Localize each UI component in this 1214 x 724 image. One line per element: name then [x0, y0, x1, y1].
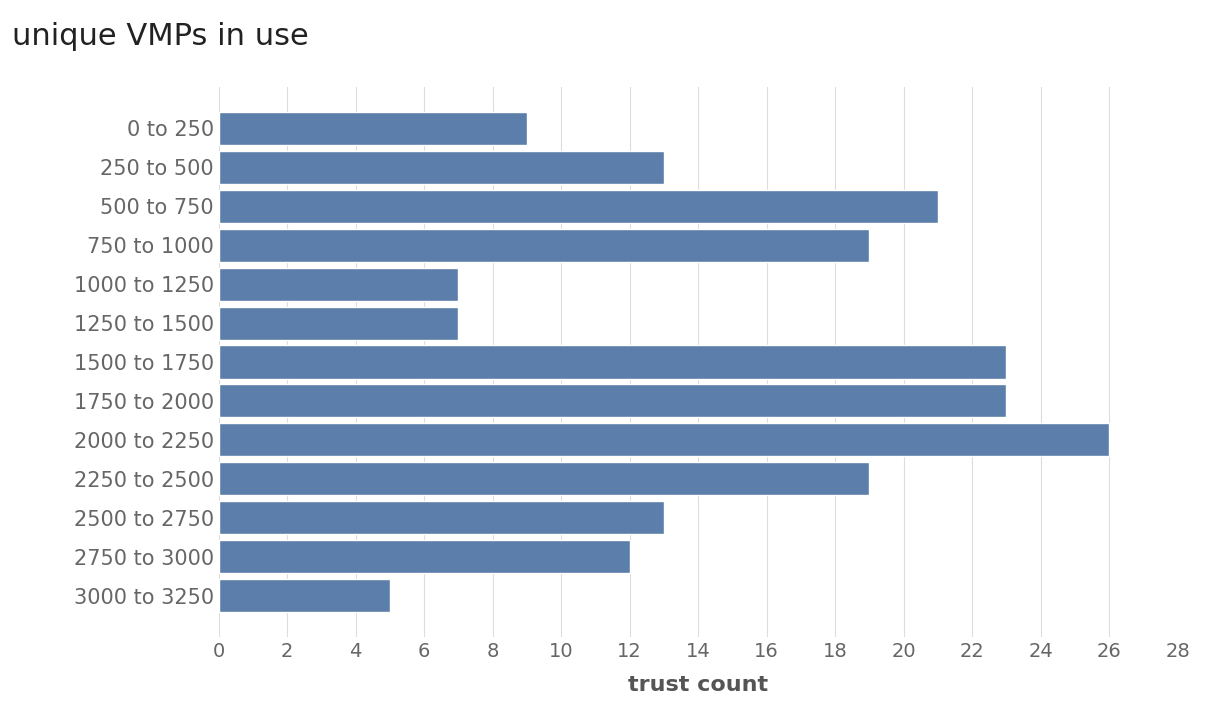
Bar [219, 345, 1006, 379]
Bar [219, 462, 869, 495]
Bar [219, 306, 459, 340]
Bar [219, 540, 630, 573]
Bar [219, 501, 664, 534]
Bar [219, 112, 527, 145]
Bar [219, 268, 459, 300]
Bar [219, 151, 664, 184]
Bar [219, 384, 1006, 418]
X-axis label: trust count: trust count [628, 675, 768, 695]
Text: unique VMPs in use: unique VMPs in use [12, 22, 308, 51]
Bar [219, 190, 937, 223]
Bar [219, 579, 390, 612]
Bar [219, 229, 869, 262]
Bar [219, 424, 1110, 456]
